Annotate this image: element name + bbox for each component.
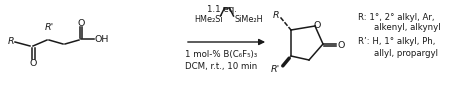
Text: HMe₂Si: HMe₂Si (194, 15, 223, 23)
Text: OH: OH (95, 34, 109, 44)
Text: O: O (313, 21, 321, 30)
Text: R: 1°, 2° alkyl, Ar,: R: 1°, 2° alkyl, Ar, (358, 13, 435, 22)
Text: R: R (8, 38, 14, 46)
Text: 1.1 eq.: 1.1 eq. (207, 5, 237, 14)
Text: O: O (29, 59, 37, 68)
Text: R': R' (270, 66, 280, 75)
Text: alkenyl, alkynyl: alkenyl, alkynyl (374, 23, 441, 32)
Text: R’: H, 1° alkyl, Ph,: R’: H, 1° alkyl, Ph, (358, 38, 436, 46)
Text: O: O (337, 40, 345, 49)
Text: R: R (273, 12, 279, 21)
Text: O: O (78, 18, 85, 28)
Text: R': R' (45, 23, 54, 32)
Text: DCM, r.t., 10 min: DCM, r.t., 10 min (185, 61, 258, 70)
Text: SiMe₂H: SiMe₂H (234, 15, 263, 23)
Text: 1 mol-% B(C₆F₅)₃: 1 mol-% B(C₆F₅)₃ (185, 51, 258, 60)
Text: allyl, propargyl: allyl, propargyl (374, 48, 438, 58)
